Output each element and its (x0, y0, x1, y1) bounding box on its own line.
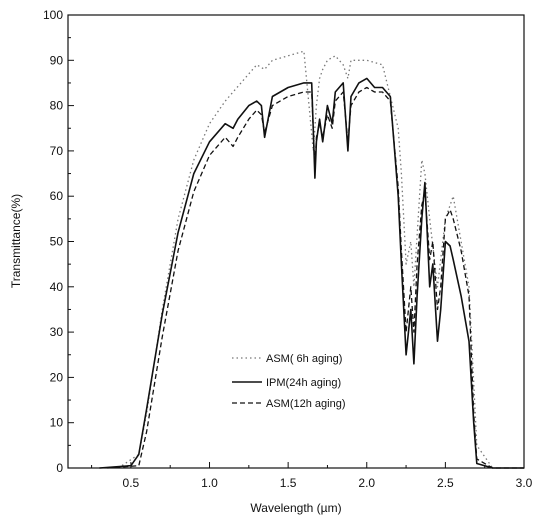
y-tick-label: 20 (50, 370, 64, 384)
legend-label-ipm-24h: IPM(24h aging) (266, 377, 341, 389)
plot-frame (67, 14, 525, 469)
x-tick-label: 2.5 (437, 476, 454, 490)
y-tick-label: 10 (50, 416, 64, 430)
y-tick-label: 80 (50, 99, 64, 113)
y-tick-label: 90 (50, 53, 64, 67)
series-line-1 (99, 77, 524, 469)
y-tick-label: 30 (50, 325, 64, 339)
series-line-0 (117, 50, 494, 469)
x-tick-label: 3.0 (516, 476, 533, 490)
x-tick-label: 0.5 (123, 476, 140, 490)
y-tick-label: 70 (50, 144, 64, 158)
data-series (99, 50, 524, 469)
x-tick-label: 1.0 (201, 476, 218, 490)
y-tick-label: 50 (50, 235, 64, 249)
y-axis-title: Transmittance(%) (9, 194, 23, 288)
y-tick-label: 60 (50, 189, 64, 203)
series-line-2 (107, 86, 524, 469)
tick-labels: 0 10 20 30 40 50 60 70 80 90 100 0.5 1.0 1.5 2.0 2.5 3.0 (43, 8, 533, 490)
y-tick-label: 0 (56, 461, 63, 475)
x-axis-title: Wavelength (µm) (250, 501, 341, 515)
legend-label-asm-6h: ASM( 6h aging) (266, 353, 342, 365)
y-tick-label: 100 (43, 8, 63, 22)
legend-label-asm-12h: ASM(12h aging) (266, 398, 346, 410)
legend: ASM( 6h aging) IPM(24h aging) ASM(12h ag… (232, 353, 346, 410)
y-tick-label: 40 (50, 280, 64, 294)
x-tick-label: 2.0 (358, 476, 375, 490)
x-tick-label: 1.5 (280, 476, 297, 490)
